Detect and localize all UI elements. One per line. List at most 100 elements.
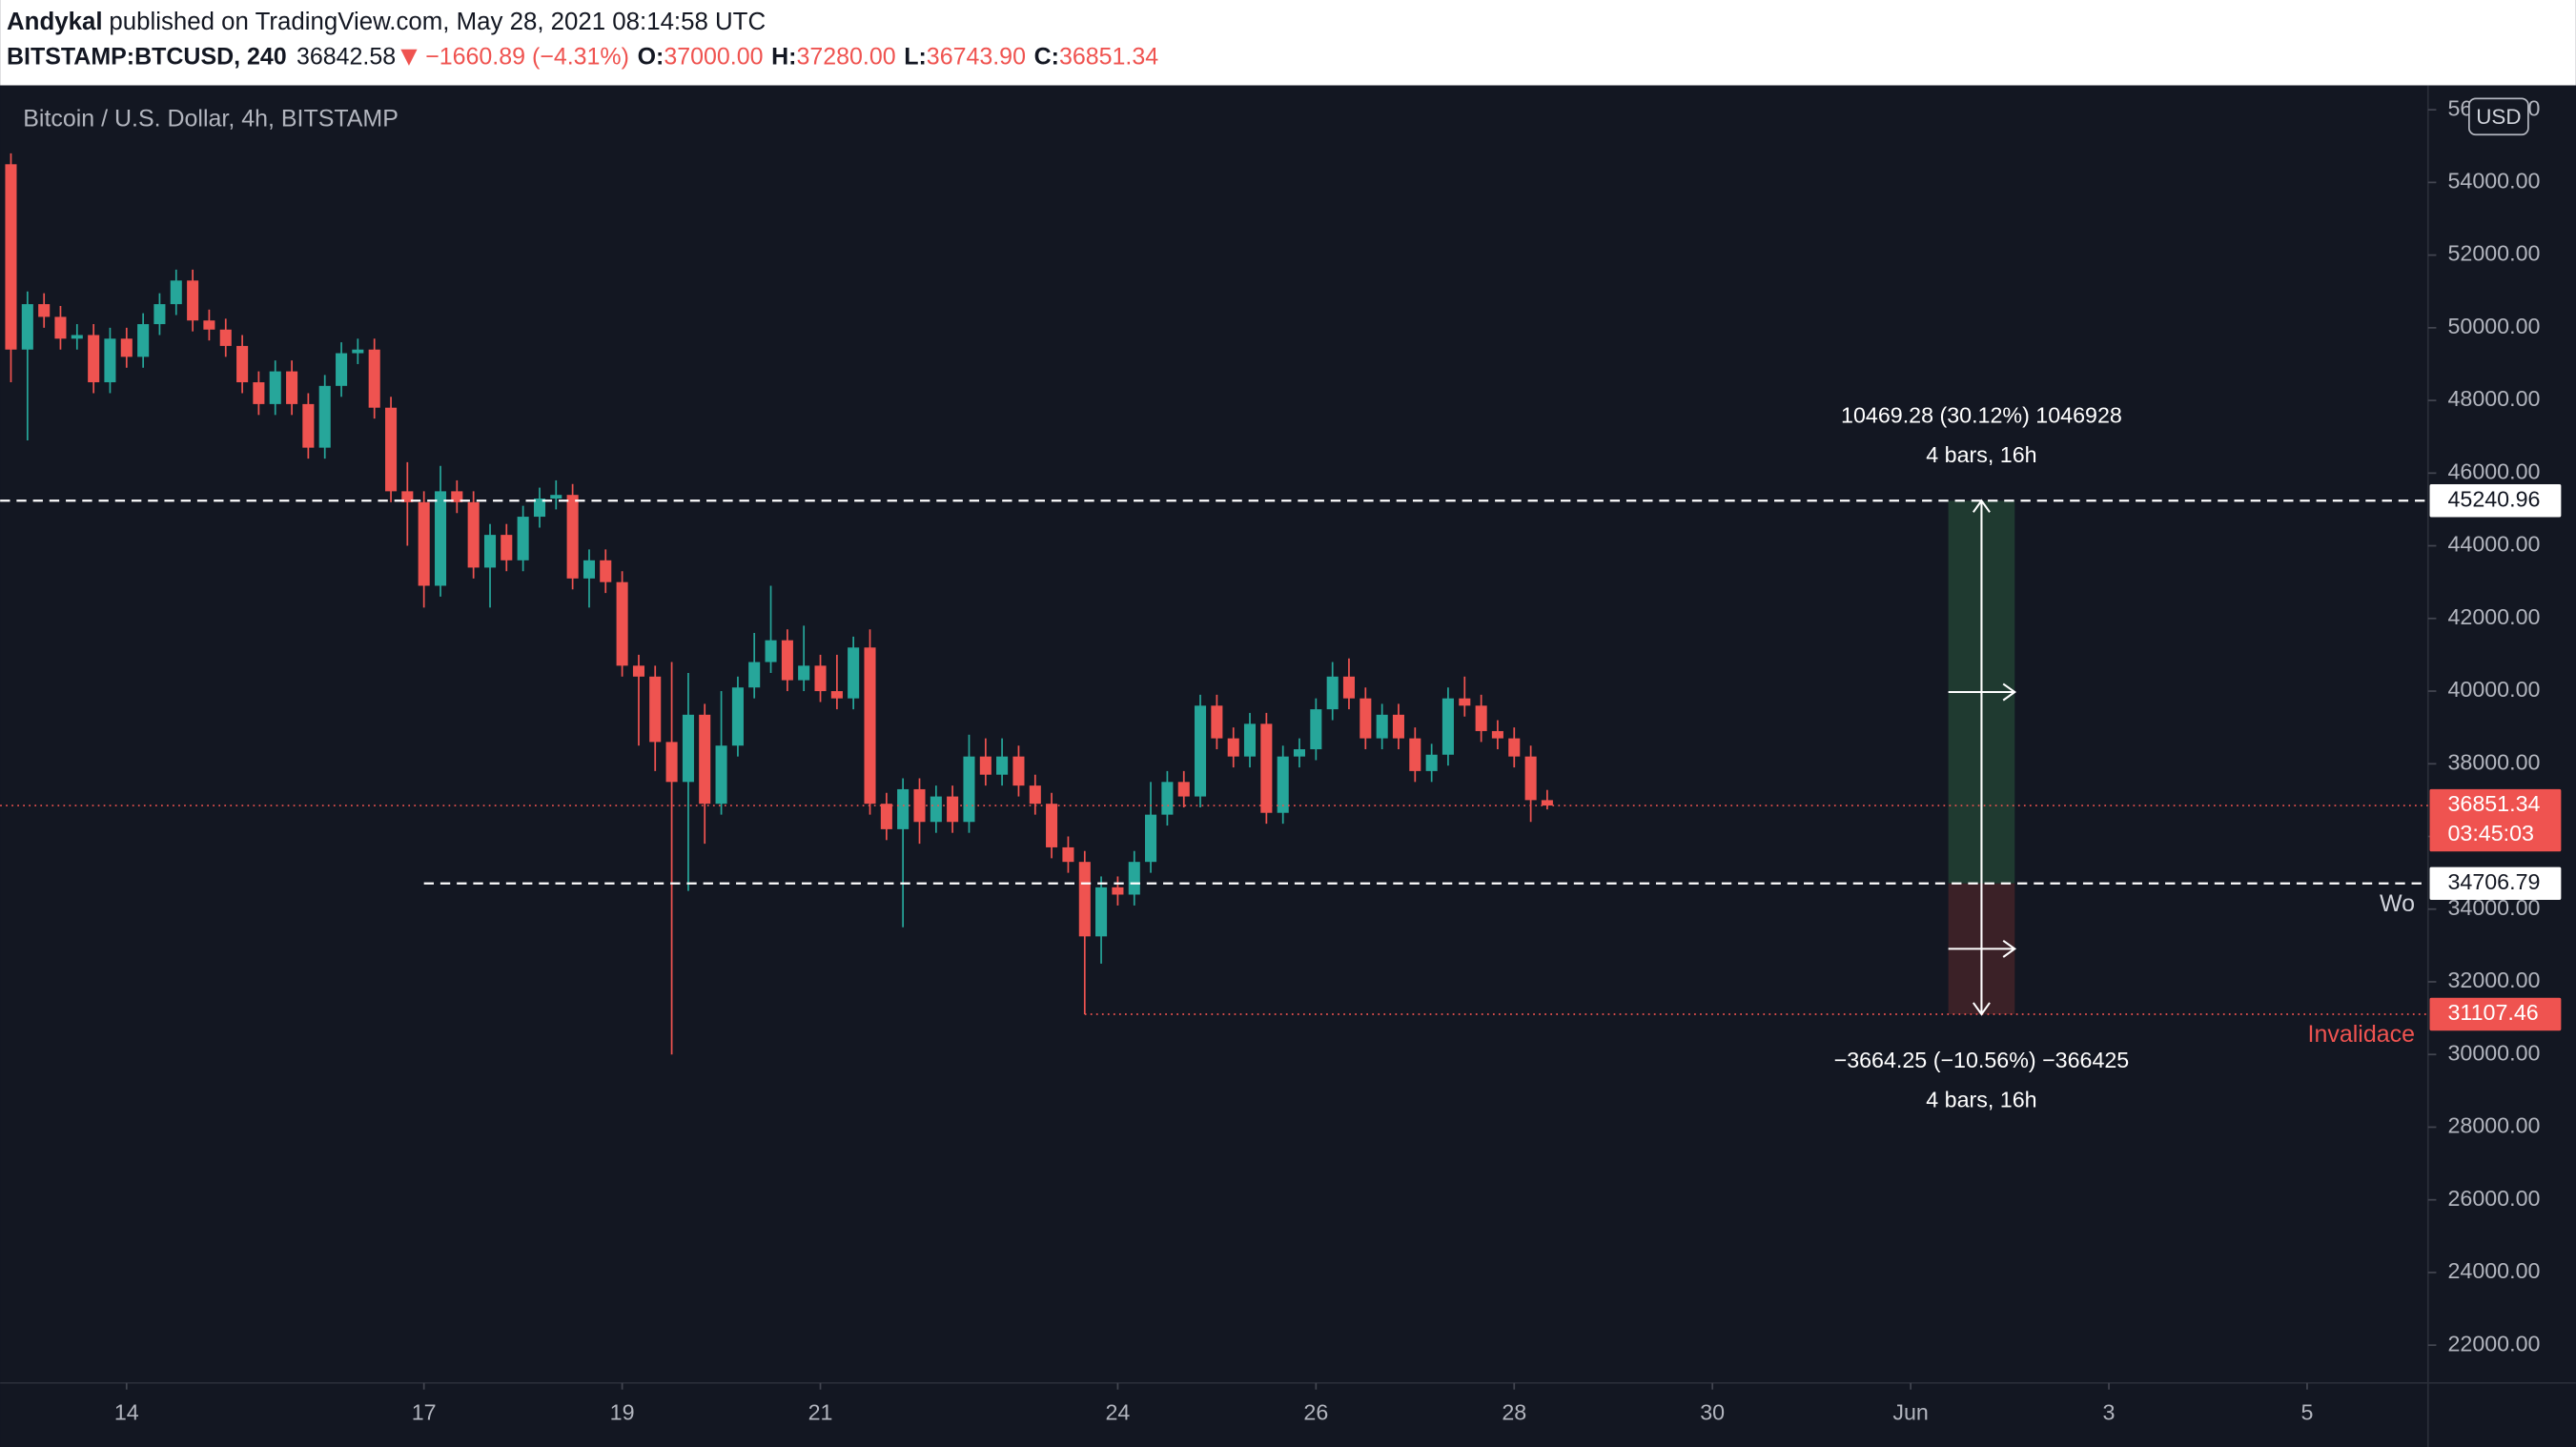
- candle-body: [21, 304, 33, 350]
- price-label: 34706.79: [2447, 869, 2540, 894]
- x-tick-label: 21: [808, 1400, 833, 1425]
- y-tick-label: 48000.00: [2447, 386, 2540, 411]
- candle-body: [451, 491, 463, 502]
- candle-body: [517, 517, 529, 560]
- candle-body: [1376, 714, 1388, 739]
- candle-body: [435, 491, 447, 586]
- x-tick-label: 26: [1303, 1400, 1328, 1425]
- candle-body: [170, 280, 182, 305]
- candle-body: [302, 403, 315, 448]
- ohlc-value: 37000.00: [664, 43, 763, 70]
- candle-body: [1243, 724, 1257, 757]
- price-label-bg: [2429, 484, 2562, 518]
- candle-body: [566, 495, 579, 579]
- currency: USD: [2476, 105, 2521, 129]
- y-tick-label: 50000.00: [2447, 314, 2540, 338]
- candle-body: [583, 560, 596, 579]
- y-tick-label: 22000.00: [2447, 1331, 2540, 1355]
- ohlc-value: 36743.90: [927, 43, 1026, 70]
- candle-body: [1277, 756, 1289, 813]
- candle-body: [401, 491, 414, 502]
- candle-body: [947, 796, 959, 823]
- candle-body: [104, 338, 116, 383]
- ohlc-key: C:: [1034, 43, 1059, 70]
- countdown: 03:45:03: [2447, 821, 2534, 846]
- candle-body: [120, 338, 133, 357]
- candle-body: [1078, 862, 1091, 937]
- y-tick-label: 46000.00: [2447, 459, 2540, 483]
- candle-body: [153, 304, 166, 325]
- candle-body: [963, 756, 975, 823]
- x-tick-label: 28: [1502, 1400, 1526, 1425]
- candle-body: [781, 640, 793, 681]
- candle-body: [219, 329, 232, 346]
- candle-body: [848, 647, 860, 699]
- candle-body: [269, 371, 281, 404]
- candle-body: [897, 788, 910, 829]
- line-note: Wo: [2380, 890, 2415, 917]
- candle-body: [1475, 705, 1487, 731]
- candle-body: [54, 316, 67, 339]
- candle-body: [1128, 862, 1140, 895]
- candle-body: [1293, 749, 1306, 757]
- candle-body: [830, 691, 843, 699]
- candle-body: [864, 647, 876, 805]
- candle-body: [765, 640, 777, 662]
- y-tick-label: 28000.00: [2447, 1113, 2540, 1138]
- candle-body: [1524, 756, 1537, 801]
- candle-body: [880, 804, 892, 829]
- candle-body: [1508, 738, 1521, 757]
- candle-body: [1441, 698, 1454, 755]
- y-tick-label: 52000.00: [2447, 241, 2540, 266]
- last-price: 36842.58: [296, 43, 396, 70]
- ohlc-value: 37280.00: [796, 43, 895, 70]
- price-label-bg: [2429, 788, 2562, 852]
- down-arrow: [400, 49, 418, 66]
- candle-body: [1112, 887, 1124, 895]
- candle-body: [649, 676, 662, 743]
- candle-body: [38, 304, 51, 317]
- y-tick-label: 32000.00: [2447, 968, 2540, 992]
- candle-body: [318, 385, 331, 448]
- y-tick-label: 38000.00: [2447, 749, 2540, 774]
- candle-body: [1194, 705, 1207, 797]
- candle-body: [203, 320, 215, 330]
- candle-body: [1360, 698, 1372, 739]
- candle-body: [1145, 814, 1157, 863]
- candle-body: [798, 665, 810, 681]
- candle-body: [731, 687, 744, 746]
- y-tick-label: 44000.00: [2447, 532, 2540, 557]
- candle-body: [533, 499, 546, 518]
- candle-body: [1227, 738, 1239, 757]
- price-label: 36851.34: [2447, 791, 2540, 816]
- candle-body: [368, 349, 380, 408]
- publisher: Andykal: [7, 9, 102, 35]
- ohlc-key: O:: [638, 43, 664, 70]
- candle-body: [682, 714, 694, 783]
- candle-body: [550, 495, 562, 499]
- candle-body: [979, 756, 992, 775]
- position-axis: [1972, 499, 1991, 1016]
- candle-body: [930, 796, 942, 823]
- candle-body: [286, 371, 298, 404]
- currency-badge: [2468, 97, 2529, 136]
- x-tick-label: 14: [114, 1400, 139, 1425]
- x-tick-label: 30: [1700, 1400, 1725, 1425]
- candle-body: [1095, 887, 1108, 937]
- candle-body: [1029, 785, 1041, 805]
- symbol: BITSTAMP:BTCUSD, 240: [7, 43, 287, 70]
- x-tick-label: 24: [1105, 1400, 1130, 1425]
- candle-body: [1459, 698, 1471, 706]
- price-label-bg: [2429, 997, 2562, 1031]
- candle-body: [748, 662, 761, 688]
- candle-body: [187, 280, 199, 321]
- change: −1660.89 (−4.31%): [425, 43, 629, 70]
- candle-body: [1310, 709, 1322, 750]
- stop-label: −3664.25 (−10.56%) −366425: [1834, 1048, 2130, 1072]
- y-tick-label: 40000.00: [2447, 677, 2540, 702]
- candle-body: [483, 535, 497, 568]
- header-bg: [0, 0, 2576, 86]
- published: published on TradingView.com, May 28, 20…: [109, 9, 766, 35]
- candle-body: [1392, 714, 1404, 739]
